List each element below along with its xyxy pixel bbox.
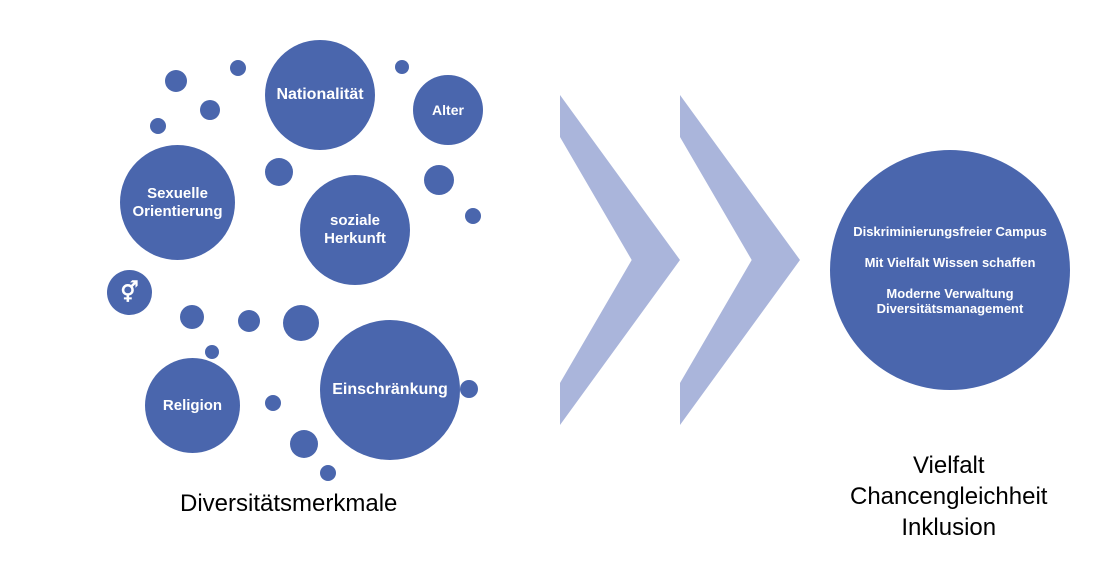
bubble-label: Alter [432,102,464,119]
caption-left: Diversitätsmerkmale [180,490,397,518]
bubble-label: Nationalität [276,85,363,104]
dot [200,100,220,120]
bubble-label: Einschränkung [332,380,448,399]
dot [230,60,246,76]
dot [290,430,318,458]
dot [165,70,187,92]
bubble-label: soziale Herkunft [306,212,404,248]
bubble-soziale-herkunft: soziale Herkunft [300,175,410,285]
chevron-arrow-icon [680,95,800,425]
caption-right: Vielfalt Chancengleichheit Inklusion [850,450,1047,544]
result-item: Mit Vielfalt Wissen schaffen [865,255,1036,270]
dot [205,345,219,359]
dot [424,165,454,195]
chevron-arrow-icon [560,95,680,425]
dot [180,305,204,329]
dot [150,118,166,134]
bubble-religion: Religion [145,358,240,453]
bubble-alter: Alter [413,75,483,145]
dot [265,395,281,411]
caption-left-text: Diversitätsmerkmale [180,490,397,517]
bubble-sexuelle-orientierung: Sexuelle Orientierung [120,145,235,260]
caption-right-line: Inklusion [850,512,1047,543]
dot [238,310,260,332]
result-circle: Diskriminierungsfreier Campus Mit Vielfa… [830,150,1070,390]
dot [460,380,478,398]
bubble-label: Sexuelle Orientierung [126,185,229,221]
bubble-label: Religion [163,397,222,415]
dot [465,208,481,224]
caption-right-line: Chancengleichheit [850,481,1047,512]
result-item: Diskriminierungsfreier Campus [853,224,1047,239]
gender-icon: ⚥ [120,281,138,305]
dot [320,465,336,481]
dot [283,305,319,341]
result-item: Moderne Verwaltung Diversitätsmanagement [850,286,1050,316]
bubble-einschraenkung: Einschränkung [320,320,460,460]
bubble-gender-icon: ⚥ [107,270,152,315]
dot [265,158,293,186]
caption-right-line: Vielfalt [850,450,1047,481]
bubble-nationalitaet: Nationalität [265,40,375,150]
dot [395,60,409,74]
